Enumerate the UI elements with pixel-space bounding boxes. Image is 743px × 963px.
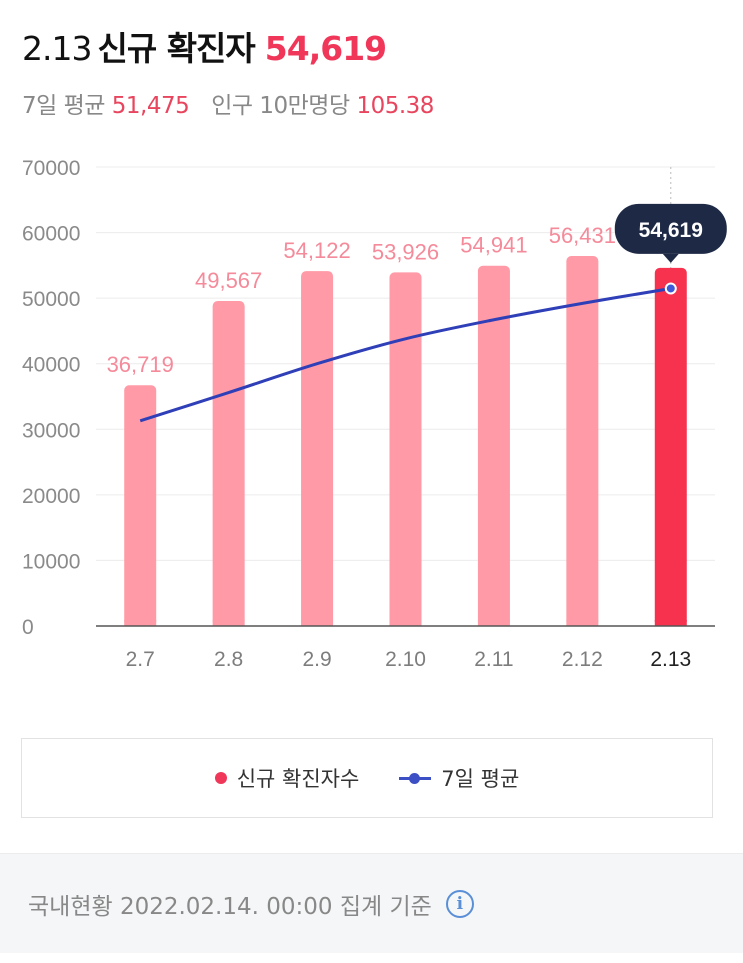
- footer-text: 국내현황 2022.02.14. 00:00 집계 기준: [28, 893, 432, 920]
- legend-item-line[interactable]: 7일 평균: [399, 763, 519, 793]
- header: 2.13 신규 확진자 54,619 7일 평균 51,475 인구 10만명당 10…: [22, 22, 434, 120]
- title-count: 54,619: [264, 29, 387, 68]
- legend-dot-icon: [214, 772, 227, 784]
- y-tick-label: 30000: [22, 419, 80, 442]
- legend-line-label: 7일 평균: [441, 767, 520, 791]
- bar-base: [301, 620, 334, 626]
- y-tick-label: 10000: [22, 550, 80, 573]
- bar-value-label: 53,926: [372, 239, 439, 264]
- bar-base: [477, 620, 510, 626]
- bar: [212, 300, 245, 626]
- x-tick-label: 2.7: [126, 648, 155, 671]
- bar-base: [389, 620, 422, 626]
- title-date: 2.13: [22, 29, 92, 68]
- tooltip-pointer: [662, 253, 679, 263]
- title-label: 신규 확진자: [97, 29, 255, 68]
- bar-value-label: 49,567: [195, 268, 262, 293]
- y-tick-label: 40000: [22, 354, 80, 377]
- bar-base: [124, 620, 157, 626]
- tooltip-value: 54,619: [639, 219, 703, 242]
- chart-area: 0 10000 20000 30000 40000 50000 60000 70000 36,7…: [22, 157, 727, 671]
- bar-value-label: 56,431: [549, 223, 616, 248]
- x-tick-label: 2.9: [302, 648, 331, 671]
- tooltip-bubble: [614, 203, 727, 254]
- bar: [124, 385, 157, 626]
- bar: [389, 272, 422, 626]
- avg-point: [664, 282, 677, 295]
- bar-base: [654, 620, 687, 626]
- per-value: 105.38: [356, 93, 434, 119]
- avg-value: 51,475: [111, 93, 190, 119]
- bar: [654, 267, 687, 626]
- page-title: 2.13 신규 확진자 54,619: [22, 22, 434, 70]
- bar: [301, 271, 334, 626]
- x-tick-label: 2.8: [214, 648, 243, 671]
- x-tick-label: 2.13: [650, 648, 691, 671]
- legend-item-bar[interactable]: 신규 확진자수: [214, 763, 360, 793]
- bar-value-label: 36,719: [107, 352, 174, 377]
- y-tick-label: 50000: [22, 288, 80, 311]
- summary-row: 7일 평균 51,475 인구 10만명당 105.38: [22, 86, 434, 120]
- info-icon[interactable]: i: [445, 889, 474, 918]
- bar: [566, 255, 599, 626]
- y-tick-label: 20000: [22, 485, 80, 508]
- y-tick-label: 60000: [22, 223, 80, 246]
- y-tick-label: 70000: [22, 157, 80, 180]
- y-tick-label: 0: [22, 616, 34, 639]
- legend-line-icon: [399, 772, 432, 784]
- footer: 국내현황 2022.02.14. 00:00 집계 기준 i: [0, 853, 743, 953]
- per-label: 인구 10만명당: [211, 93, 350, 119]
- bar-value-label: 54,941: [460, 233, 527, 258]
- x-tick-label: 2.12: [562, 648, 603, 671]
- bar-base: [212, 620, 245, 626]
- bar-base: [566, 620, 599, 626]
- legend: 신규 확진자수 7일 평균: [21, 738, 713, 818]
- avg-label: 7일 평균: [22, 93, 105, 119]
- bar: [477, 265, 510, 626]
- x-tick-label: 2.11: [474, 648, 513, 671]
- x-tick-label: 2.10: [385, 648, 426, 671]
- legend-bar-label: 신규 확진자수: [236, 767, 360, 791]
- bar-value-label: 54,122: [283, 238, 350, 263]
- avg-line: [139, 286, 672, 423]
